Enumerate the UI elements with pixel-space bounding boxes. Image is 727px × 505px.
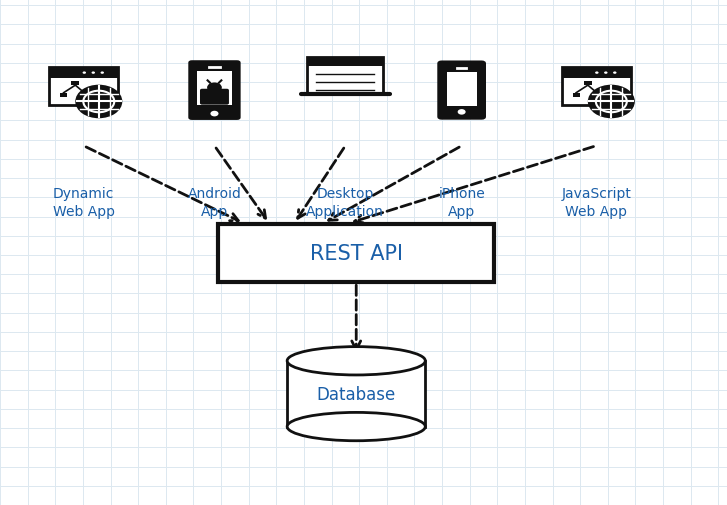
FancyBboxPatch shape — [218, 225, 494, 283]
Circle shape — [83, 72, 86, 75]
Ellipse shape — [287, 347, 425, 375]
Text: iPhone
App: iPhone App — [438, 187, 485, 218]
Ellipse shape — [287, 413, 425, 441]
Text: JavaScript
Web App: JavaScript Web App — [561, 187, 631, 218]
Bar — [71, 81, 79, 86]
Circle shape — [92, 72, 95, 75]
Bar — [49, 68, 118, 79]
FancyArrowPatch shape — [216, 148, 265, 219]
Circle shape — [207, 83, 222, 93]
Bar — [561, 68, 630, 79]
FancyArrowPatch shape — [329, 148, 459, 221]
FancyArrowPatch shape — [86, 147, 238, 221]
Bar — [287, 361, 425, 427]
FancyArrowPatch shape — [352, 285, 361, 350]
Bar — [593, 93, 601, 97]
Bar — [307, 58, 384, 67]
Circle shape — [100, 72, 104, 75]
Text: Dynamic
Web App: Dynamic Web App — [52, 187, 115, 218]
Circle shape — [604, 72, 608, 75]
FancyBboxPatch shape — [438, 62, 486, 120]
Text: Desktop
Application: Desktop Application — [306, 187, 385, 218]
FancyBboxPatch shape — [188, 61, 241, 121]
Ellipse shape — [77, 87, 121, 118]
Bar — [446, 73, 477, 107]
Bar — [197, 72, 232, 106]
Bar — [81, 93, 88, 97]
FancyArrowPatch shape — [355, 147, 593, 223]
Text: Database: Database — [316, 385, 396, 403]
Text: REST API: REST API — [310, 244, 403, 264]
Circle shape — [613, 72, 616, 75]
Bar — [60, 93, 67, 97]
FancyBboxPatch shape — [561, 68, 630, 106]
FancyBboxPatch shape — [307, 58, 384, 94]
Text: Android
App: Android App — [188, 187, 241, 218]
Ellipse shape — [589, 87, 633, 118]
Circle shape — [458, 110, 465, 116]
FancyArrowPatch shape — [297, 149, 344, 219]
Circle shape — [595, 72, 598, 75]
Circle shape — [210, 112, 219, 117]
FancyBboxPatch shape — [49, 68, 118, 106]
Bar — [584, 81, 592, 86]
FancyBboxPatch shape — [200, 89, 229, 106]
Bar — [573, 93, 579, 97]
